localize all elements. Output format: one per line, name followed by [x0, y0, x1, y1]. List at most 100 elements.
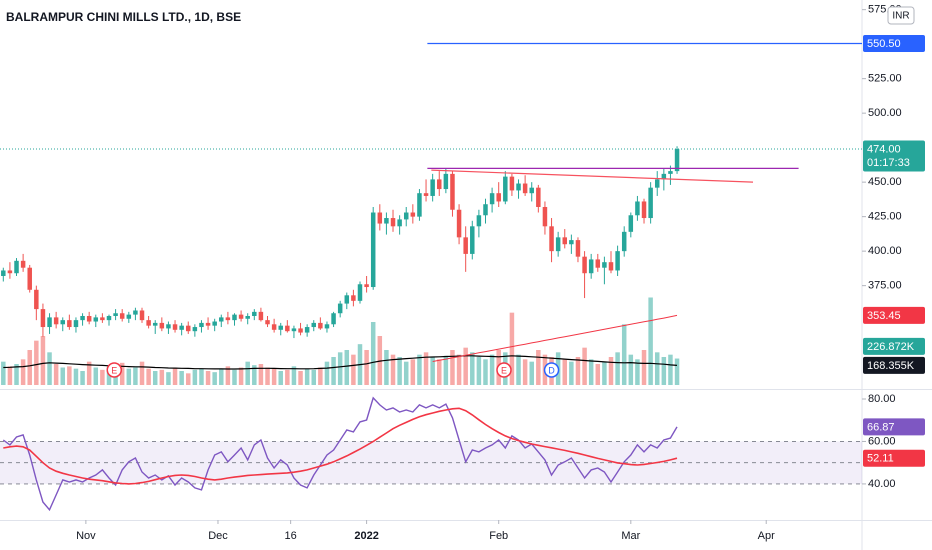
candle-body — [337, 303, 343, 314]
candle-body — [621, 231, 627, 252]
candle-body — [225, 317, 231, 321]
volume-bar — [80, 371, 85, 385]
volume-bar — [265, 367, 270, 385]
candle-body — [331, 313, 336, 325]
volume-bar — [344, 350, 350, 385]
candle-body — [106, 316, 112, 321]
event-marker — [543, 362, 560, 378]
candle-body — [595, 259, 601, 268]
candle-body — [40, 309, 46, 328]
volume-bar — [252, 365, 257, 385]
volume-bar — [608, 357, 614, 385]
y-tick-label: 400.00 — [868, 245, 902, 257]
candle-body — [113, 313, 118, 317]
candle-body — [403, 212, 409, 220]
x-tick-label: Nov — [76, 530, 96, 542]
volume-bar — [258, 364, 264, 385]
volume-bar — [291, 366, 297, 385]
volume-bar — [476, 357, 482, 385]
rsi-band — [0, 441, 862, 484]
candle-body — [410, 212, 416, 217]
volume-bar — [463, 347, 468, 385]
candle-body — [80, 316, 85, 321]
volume-bar — [20, 359, 26, 385]
currency-badge[interactable] — [887, 6, 915, 25]
volume-bar — [582, 347, 587, 385]
volume-bar — [470, 352, 475, 385]
value-badge-label: 550.50 — [867, 38, 901, 50]
candle-body — [86, 316, 92, 322]
value-badge-label: 168.355K — [867, 360, 915, 372]
volume-bar — [212, 372, 217, 385]
candle-body — [271, 324, 277, 330]
candle-body — [569, 240, 574, 245]
rsi-tick-label: 80.00 — [868, 393, 896, 405]
candle-body — [60, 320, 65, 325]
y-tick-label: 425.00 — [868, 211, 902, 223]
volume-bar — [403, 361, 409, 385]
volume-bar — [318, 367, 323, 385]
volume-bar — [575, 357, 581, 385]
candle-body — [34, 289, 39, 310]
candle-body — [641, 201, 647, 219]
volume-bar — [205, 371, 211, 385]
candle-body — [357, 284, 363, 301]
candle-body — [370, 212, 376, 288]
volume-bar — [34, 340, 39, 385]
rsi-line — [2, 396, 678, 512]
x-tick-label: Feb — [489, 530, 508, 542]
volume-bar — [278, 371, 283, 385]
volume-bar — [489, 354, 495, 385]
candle-body — [100, 317, 105, 321]
candle-body — [450, 173, 455, 210]
volume-bar — [133, 367, 138, 385]
candle-body — [47, 317, 52, 328]
candle-body — [503, 176, 508, 202]
candle-body — [602, 262, 607, 268]
value-badge — [863, 449, 925, 467]
volume-bar — [192, 369, 198, 385]
volume-bar — [53, 364, 59, 385]
volume-bar — [311, 369, 317, 385]
event-marker — [106, 362, 123, 378]
candle-body — [443, 173, 449, 190]
volume-bar — [245, 361, 250, 385]
volume-bar — [219, 368, 224, 385]
price-pane — [0, 42, 862, 362]
candle-body — [285, 325, 290, 332]
volume-bar — [60, 367, 65, 385]
candle-body — [423, 193, 429, 196]
candle-body — [516, 183, 521, 191]
volume-bar — [437, 359, 442, 385]
candle-body — [67, 320, 72, 328]
rsi-ma-line — [3, 407, 678, 485]
candle-body — [615, 251, 620, 271]
candle-body — [166, 324, 171, 329]
candle-body — [27, 267, 32, 290]
candle-body — [252, 311, 257, 317]
candle-body — [324, 324, 330, 329]
countdown: 01:17:33 — [867, 157, 910, 169]
volume-bar — [456, 354, 462, 385]
candle-body — [304, 327, 310, 333]
axes: 375.00400.00425.00450.00500.00525.00575.… — [76, 4, 902, 542]
candle-body — [179, 325, 184, 330]
candle-body — [298, 328, 303, 333]
volume-bar — [516, 354, 521, 385]
candle-body — [212, 321, 217, 326]
candle-body — [291, 328, 297, 332]
volume-bar — [139, 361, 145, 385]
candle-body — [588, 259, 594, 274]
volume-bar — [641, 350, 647, 385]
volume-bar — [146, 368, 151, 385]
candle-body — [351, 295, 356, 301]
volume-bar — [562, 359, 568, 385]
candle-body — [7, 270, 13, 274]
candle-body — [397, 219, 402, 227]
candle-body — [245, 316, 250, 319]
candle-body — [53, 317, 59, 325]
volume-bar — [450, 350, 455, 385]
candle-body — [232, 314, 237, 321]
volume-bar — [232, 369, 237, 385]
candle-body — [635, 201, 640, 216]
